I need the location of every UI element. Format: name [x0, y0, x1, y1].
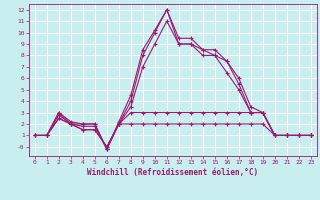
- X-axis label: Windchill (Refroidissement éolien,°C): Windchill (Refroidissement éolien,°C): [87, 168, 258, 177]
